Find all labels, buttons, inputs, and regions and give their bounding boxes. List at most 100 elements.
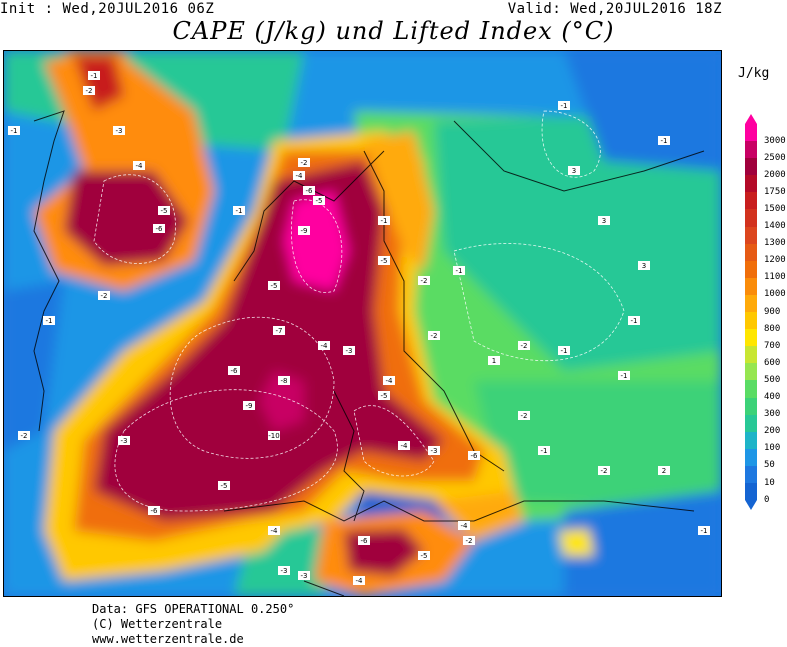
svg-text:-5: -5	[421, 552, 428, 560]
svg-text:-4: -4	[401, 442, 409, 450]
svg-text:-2: -2	[421, 277, 428, 285]
svg-text:-3: -3	[346, 347, 353, 355]
lifted-index-label: -6	[153, 224, 165, 233]
footer-url-line: www.wetterzentrale.de	[92, 632, 244, 646]
svg-text:-5: -5	[381, 257, 388, 265]
valid-time-label: Valid: Wed,20JUL2016 18Z	[507, 1, 722, 17]
lifted-index-label: -1	[618, 371, 630, 380]
svg-text:-1: -1	[91, 72, 98, 80]
legend-level-label: 2000	[764, 169, 786, 180]
legend-swatch	[745, 363, 757, 381]
legend-swatch	[745, 465, 757, 483]
svg-text:-10: -10	[268, 432, 279, 440]
svg-text:-1: -1	[541, 447, 548, 455]
svg-text:-6: -6	[231, 367, 239, 375]
legend-level-label: 50	[764, 460, 775, 471]
footer-data-line: Data: GFS OPERATIONAL 0.250°	[92, 602, 295, 616]
svg-text:-6: -6	[361, 537, 369, 545]
svg-text:-2: -2	[86, 87, 93, 95]
svg-text:-6: -6	[151, 507, 159, 515]
color-legend	[745, 124, 757, 501]
legend-level-label: 300	[764, 409, 781, 420]
legend-swatch	[745, 277, 757, 295]
svg-text:-5: -5	[271, 282, 278, 290]
lifted-index-label: -2	[83, 86, 95, 95]
legend-swatch	[745, 226, 757, 244]
legend-swatch	[745, 260, 757, 278]
legend-swatch	[745, 175, 757, 193]
lifted-index-label: -6	[148, 506, 160, 515]
svg-text:-6: -6	[306, 187, 314, 195]
svg-text:-4: -4	[136, 162, 144, 170]
svg-text:-9: -9	[246, 402, 253, 410]
legend-level-label: 200	[764, 426, 781, 437]
lifted-index-label: -1	[538, 446, 550, 455]
legend-level-label: 2500	[764, 152, 786, 163]
lifted-index-label: -1	[628, 316, 640, 325]
map-title: CAPE (J/kg) und Lifted Index (°C)	[172, 17, 615, 45]
svg-text:-5: -5	[221, 482, 228, 490]
svg-text:-1: -1	[236, 207, 243, 215]
lifted-index-label: -4	[398, 441, 410, 450]
svg-text:-1: -1	[46, 317, 53, 325]
svg-text:3: 3	[602, 217, 606, 225]
lifted-index-label: -7	[273, 326, 285, 335]
legend-level-label: 600	[764, 357, 781, 368]
legend-swatch	[745, 414, 757, 432]
svg-text:-3: -3	[431, 447, 438, 455]
lifted-index-label: -1	[43, 316, 55, 325]
svg-text:-1: -1	[661, 137, 668, 145]
svg-text:-3: -3	[281, 567, 288, 575]
lifted-index-label: 3	[568, 166, 580, 175]
svg-text:-5: -5	[381, 392, 388, 400]
svg-text:-6: -6	[471, 452, 479, 460]
legend-swatch	[745, 243, 757, 261]
svg-text:-2: -2	[521, 342, 528, 350]
svg-text:-4: -4	[321, 342, 329, 350]
lifted-index-label: -2	[18, 431, 30, 440]
svg-text:-4: -4	[356, 577, 364, 585]
svg-text:-2: -2	[21, 432, 28, 440]
lifted-index-label: -3	[343, 346, 355, 355]
lifted-index-label: -4	[268, 526, 280, 535]
legend-swatch	[745, 209, 757, 227]
lifted-index-label: -1	[8, 126, 20, 135]
legend-level-label: 1200	[764, 255, 786, 266]
svg-text:-2: -2	[301, 159, 308, 167]
lifted-index-label: -1	[88, 71, 100, 80]
lifted-index-label: -4	[293, 171, 305, 180]
legend-swatch	[745, 312, 757, 330]
lifted-index-label: -6	[228, 366, 240, 375]
lifted-index-label: -3	[278, 566, 290, 575]
svg-text:-4: -4	[461, 522, 469, 530]
legend-swatch	[745, 380, 757, 398]
legend-swatch	[745, 397, 757, 415]
svg-text:-1: -1	[11, 127, 18, 135]
lifted-index-label: 3	[638, 261, 650, 270]
svg-text:-2: -2	[431, 332, 438, 340]
lifted-index-label: 2	[658, 466, 670, 475]
lifted-index-label: -5	[268, 281, 280, 290]
legend-swatch	[745, 431, 757, 449]
lifted-index-label: -5	[218, 481, 230, 490]
svg-text:3: 3	[642, 262, 646, 270]
lifted-index-label: -4	[353, 576, 365, 585]
svg-text:-2: -2	[601, 467, 608, 475]
legend-swatch	[745, 294, 757, 313]
svg-text:-1: -1	[561, 102, 568, 110]
lifted-index-label: -6	[358, 536, 370, 545]
lifted-index-label: -3	[113, 126, 125, 135]
legend-level-label: 0	[764, 494, 770, 505]
svg-text:-1: -1	[561, 347, 568, 355]
lifted-index-label: -4	[318, 341, 330, 350]
lifted-index-label: -1	[233, 206, 245, 215]
legend-level-label: 1300	[764, 238, 786, 249]
lifted-index-labels: -1-2-3-4-5-6-2-1-2-4-6-5-9-5-7-8-10-9-6-…	[8, 71, 710, 585]
lifted-index-label: -2	[598, 466, 610, 475]
lifted-index-label: -1	[658, 136, 670, 145]
legend-swatch	[745, 158, 757, 176]
svg-text:3: 3	[572, 167, 576, 175]
svg-text:-1: -1	[701, 527, 708, 535]
lifted-index-label: -2	[518, 411, 530, 420]
lifted-index-label: -1	[558, 346, 570, 355]
